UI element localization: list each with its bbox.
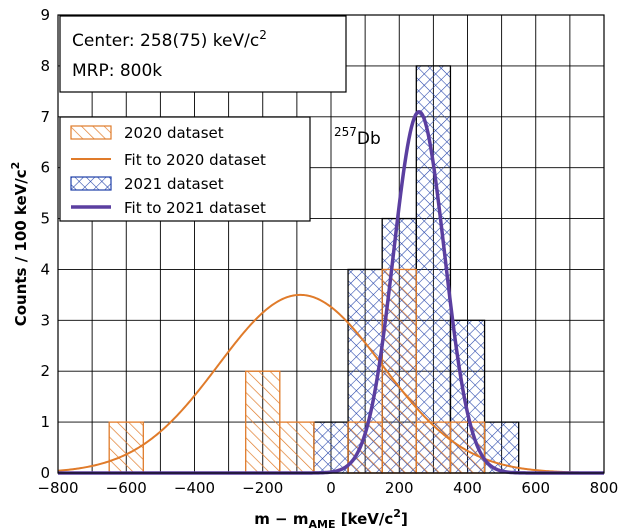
x-tick-label: −200 <box>242 479 283 497</box>
y-tick-label: 5 <box>40 210 50 228</box>
y-tick-label: 3 <box>40 311 50 329</box>
legend: 2020 dataset Fit to 2020 dataset 2021 da… <box>59 116 311 222</box>
x-tick-label: −400 <box>174 479 215 497</box>
x-tick-label: −600 <box>106 479 147 497</box>
hist-2021-bar <box>313 421 349 474</box>
x-tick-label: 800 <box>590 479 619 497</box>
y-tick-label: 6 <box>40 159 50 177</box>
db-257-annotation: 257Db <box>334 125 381 149</box>
mrp-label: MRP: 800k <box>72 61 162 81</box>
legend-label-2020: 2020 dataset <box>124 124 224 142</box>
legend-label-2021: 2021 dataset <box>124 175 224 193</box>
x-tick-label: 600 <box>521 479 550 497</box>
x-tick-label: −800 <box>37 479 78 497</box>
hist-2020-bar <box>415 421 452 474</box>
legend-label-fit-2021: Fit to 2021 dataset <box>124 199 266 217</box>
hist-2020-bar <box>245 370 281 474</box>
fit-curve-2020 <box>57 293 605 474</box>
y-tick-label: 7 <box>40 108 50 126</box>
y-axis-title: Counts / 100 keV/c2 <box>9 162 30 327</box>
legend-swatch-2021 <box>70 176 112 191</box>
x-tick-label: 0 <box>326 479 336 497</box>
info-box: Center: 258(75) keV/c2 MRP: 800k <box>59 15 347 93</box>
x-tick-label: 400 <box>453 479 482 497</box>
y-tick-label: 0 <box>40 464 50 482</box>
hist-2020-bar <box>279 421 315 474</box>
y-tick-labels: 0 1 2 3 4 5 6 7 8 9 <box>40 6 50 482</box>
legend-swatch-2020 <box>70 125 112 140</box>
x-tick-labels: −800 −600 −400 −200 0 200 400 600 800 <box>37 479 618 497</box>
plot-frame <box>57 14 605 474</box>
y-tick-label: 1 <box>40 413 50 431</box>
legend-label-fit-2020: Fit to 2020 dataset <box>124 151 266 169</box>
x-axis-title: m − mAME [keV/c2] <box>254 507 408 531</box>
y-tick-label: 9 <box>40 6 50 24</box>
y-tick-label: 2 <box>40 362 50 380</box>
y-tick-label: 8 <box>40 57 50 75</box>
center-label: Center: 258(75) keV/c2 <box>72 28 267 51</box>
x-tick-label: 200 <box>385 479 414 497</box>
y-tick-label: 4 <box>40 260 50 278</box>
